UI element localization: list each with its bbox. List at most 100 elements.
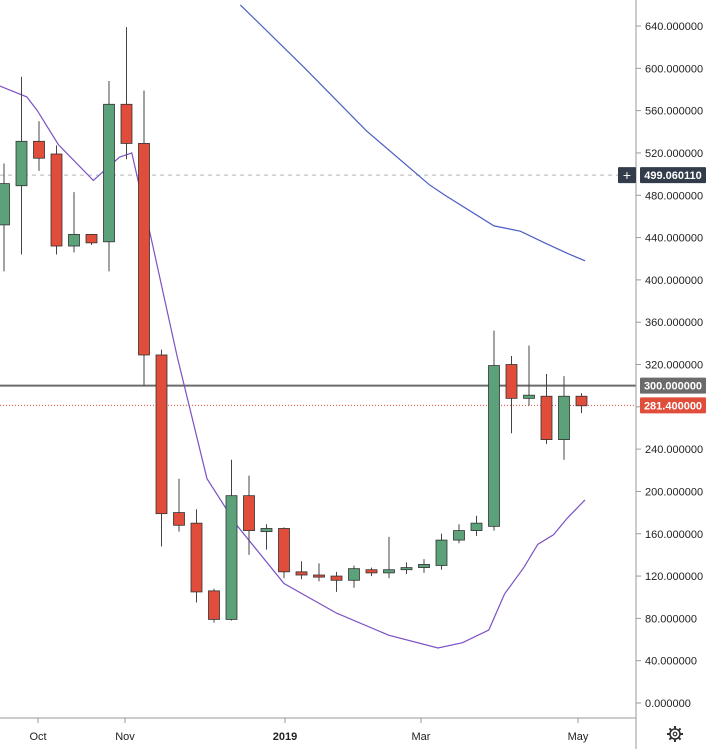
plus-icon: + — [623, 167, 631, 183]
candle — [225, 459, 238, 621]
candle — [15, 76, 28, 255]
candle-body — [33, 140, 45, 159]
candle-body — [470, 522, 483, 531]
candle — [558, 376, 570, 460]
candle — [418, 559, 430, 573]
candle — [383, 536, 395, 579]
candle-body — [208, 590, 220, 620]
candle-body — [225, 495, 238, 620]
candle — [505, 356, 518, 434]
candle-body — [120, 103, 133, 144]
y-tick-label: 520.000000 — [645, 148, 703, 160]
x-tick-label: 2019 — [273, 731, 297, 743]
candle — [173, 478, 185, 532]
short-moving-average-line — [0, 85, 586, 649]
price-badge-label: 281.400000 — [644, 400, 702, 412]
candle — [330, 571, 343, 592]
candle — [190, 509, 203, 603]
candle — [103, 81, 115, 272]
candle-body — [435, 539, 448, 566]
y-tick-label: 40.000000 — [645, 656, 697, 668]
crosshair-price-badge: 499.060110 + — [618, 167, 706, 184]
price-axis-background — [636, 0, 708, 749]
price-badge-background — [640, 377, 706, 394]
y-tick-label: 80.000000 — [645, 613, 697, 625]
candle-body — [295, 571, 308, 576]
candle-body — [383, 569, 395, 574]
candle — [400, 562, 413, 574]
candle — [33, 121, 45, 171]
candle-body — [260, 528, 273, 533]
candle-body — [243, 495, 255, 531]
candle — [295, 561, 308, 580]
candle-body — [348, 568, 360, 581]
candle — [0, 163, 10, 272]
x-tick-label: Oct — [29, 731, 46, 743]
candle-body — [488, 365, 500, 527]
x-tick-label: Mar — [412, 731, 431, 743]
candle — [155, 349, 168, 547]
price-badge-background — [640, 397, 706, 414]
candle — [523, 345, 535, 406]
candle-body — [505, 364, 518, 399]
candle-body — [313, 574, 325, 578]
candle-body — [190, 522, 203, 593]
candle-body — [365, 569, 378, 574]
candle-body — [15, 140, 28, 187]
price-badge-label: 300.000000 — [644, 381, 702, 393]
candle — [313, 563, 325, 582]
candle — [243, 475, 255, 555]
candle — [540, 374, 553, 444]
candle — [120, 27, 133, 160]
y-tick-label: 360.000000 — [645, 317, 703, 329]
long-moving-average-line — [239, 4, 586, 262]
y-tick-label: 440.000000 — [645, 233, 703, 245]
level-price-badge: 300.000000 — [640, 377, 706, 394]
x-tick-label: Nov — [115, 731, 135, 743]
candle-body — [155, 354, 168, 515]
last-price-badge: 281.400000 — [640, 397, 706, 414]
candle-body — [418, 564, 430, 569]
candle-body — [540, 395, 553, 441]
candle-body — [278, 528, 290, 573]
candle-body — [575, 395, 588, 407]
candle — [50, 145, 63, 255]
candle — [208, 588, 220, 623]
candle — [435, 533, 448, 570]
candle — [488, 330, 500, 531]
candle-body — [523, 394, 535, 399]
y-tick-label: 200.000000 — [645, 486, 703, 498]
candle-body — [0, 183, 10, 226]
candle — [365, 567, 378, 577]
candle — [575, 393, 588, 414]
y-tick-label: 400.000000 — [645, 275, 703, 287]
candle — [278, 527, 290, 579]
candle — [453, 524, 465, 544]
y-tick-label: 120.000000 — [645, 571, 703, 583]
candle-body — [173, 512, 185, 526]
candle-body — [50, 153, 63, 247]
candle — [348, 565, 360, 588]
candle — [85, 233, 98, 245]
candle-body — [400, 567, 413, 571]
settings-gear-icon[interactable] — [667, 726, 683, 742]
price-badge-label: 499.060110 — [644, 170, 702, 182]
y-tick-label: 600.000000 — [645, 63, 703, 75]
candle — [138, 90, 150, 386]
y-tick-label: 320.000000 — [645, 360, 703, 372]
candle — [260, 524, 273, 550]
x-tick-label: May — [568, 731, 589, 743]
candle-body — [103, 103, 115, 243]
y-tick-label: 0.000000 — [645, 698, 691, 710]
add-level-button-bg — [618, 167, 636, 184]
candle-body — [558, 395, 570, 441]
candle — [470, 515, 483, 536]
candle-body — [330, 575, 343, 581]
price-badge-background — [640, 167, 706, 184]
candle-body — [68, 233, 80, 247]
y-tick-label: 160.000000 — [645, 529, 703, 541]
y-tick-label: 240.000000 — [645, 444, 703, 456]
y-tick-label: 480.000000 — [645, 190, 703, 202]
candle-body — [453, 530, 465, 541]
